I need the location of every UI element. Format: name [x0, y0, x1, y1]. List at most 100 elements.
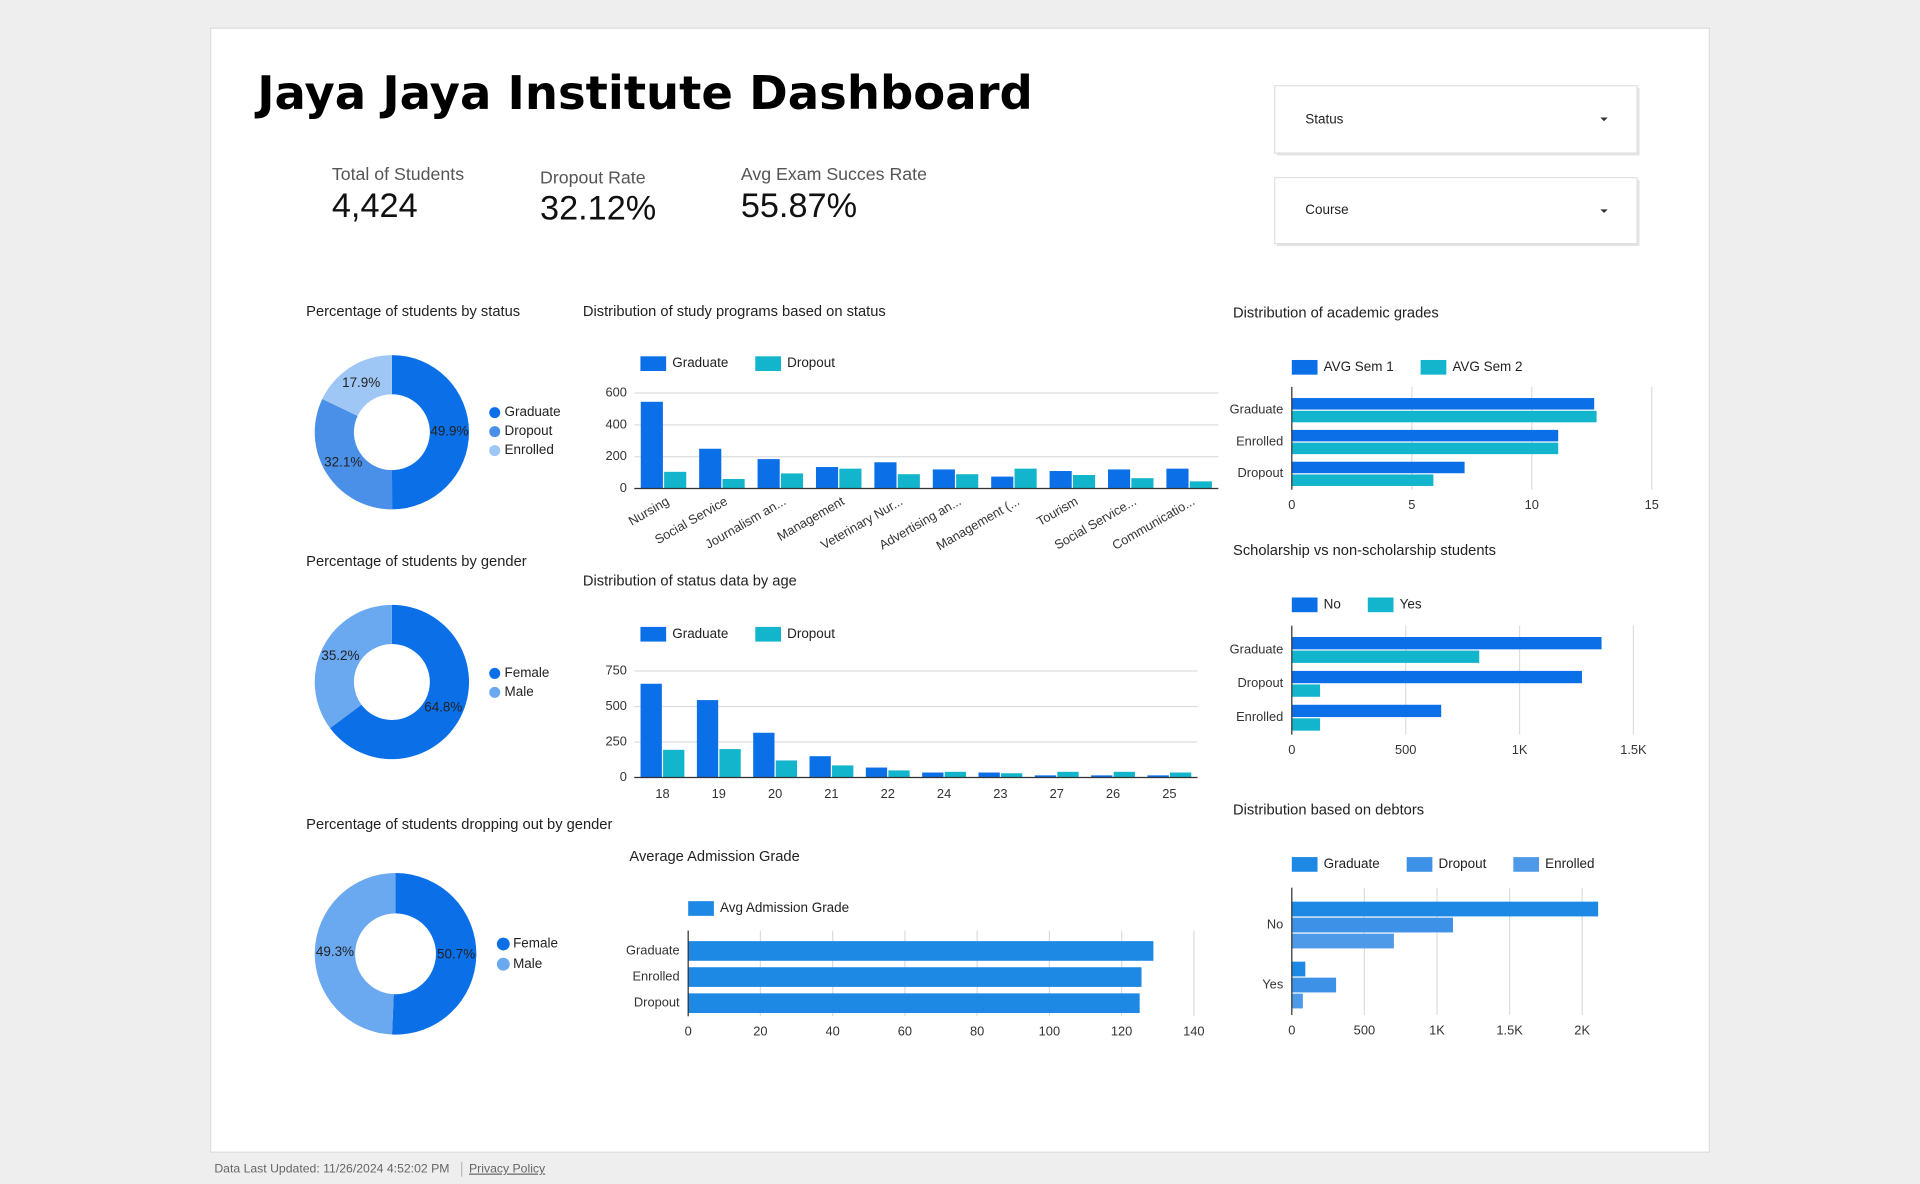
bar	[809, 756, 831, 778]
bar	[688, 993, 1140, 1014]
x-tick-label: 140	[1183, 1024, 1204, 1039]
x-tick-label: 500	[1354, 1022, 1375, 1037]
bar	[688, 967, 1142, 987]
x-tick-label: 24	[937, 786, 951, 801]
slice-label: 35.2%	[321, 648, 359, 663]
legend-label: AVG Sem 1	[1324, 359, 1394, 374]
legend-label: Yes	[1400, 596, 1422, 611]
y-tick-label: Enrolled	[1236, 433, 1283, 448]
donut-slice	[314, 399, 393, 510]
course-filter[interactable]: Course	[1274, 176, 1640, 247]
donut-slice	[391, 873, 477, 1035]
legend-label: AVG Sem 2	[1452, 359, 1522, 374]
x-tick-label: 1K	[1429, 1022, 1445, 1037]
bar	[757, 459, 780, 489]
legend-label: Dropout	[787, 626, 835, 641]
legend-label: Enrolled	[505, 442, 554, 457]
dropdown-arrow[interactable]	[1600, 209, 1608, 214]
bar	[839, 468, 862, 489]
bar	[922, 772, 944, 778]
bar	[1291, 429, 1559, 442]
x-tick-label: 19	[712, 786, 726, 801]
legend-label: No	[1324, 596, 1341, 611]
x-tick-label: 100	[1039, 1024, 1060, 1039]
x-tick-label: 20	[768, 786, 782, 801]
slice-label: 64.8%	[424, 699, 462, 714]
bar	[1291, 718, 1321, 731]
bar	[1291, 670, 1582, 684]
chart-title: Average Admission Grade	[629, 849, 799, 865]
kpi-value: 55.87%	[741, 187, 857, 225]
bar	[832, 765, 854, 778]
chart-title: Distribution of study programs based on …	[583, 304, 886, 320]
chart-title: Scholarship vs non-scholarship students	[1233, 543, 1496, 559]
legend-dot	[489, 426, 501, 438]
bar	[1001, 773, 1023, 778]
legend-swatch	[688, 901, 714, 916]
bar	[663, 749, 685, 778]
status-filter[interactable]: Status	[1274, 85, 1640, 156]
bar	[874, 462, 897, 489]
bar	[1091, 775, 1113, 778]
kpi-label: Total of Students	[332, 164, 464, 184]
bar	[888, 770, 910, 778]
filter-box[interactable]	[1274, 176, 1638, 245]
bar	[640, 401, 663, 489]
slice-label: 17.9%	[342, 375, 380, 390]
chart-title: Percentage of students by status	[306, 304, 520, 320]
legend-label: Avg Admission Grade	[720, 900, 849, 915]
bar	[1113, 771, 1135, 778]
slice-label: 32.1%	[324, 455, 362, 470]
bar	[775, 760, 798, 778]
filter-label[interactable]: Status	[1305, 112, 1343, 127]
x-tick-label: 80	[970, 1024, 984, 1039]
legend-dot	[496, 937, 510, 951]
x-tick-label: 25	[1162, 786, 1176, 801]
bar	[1014, 468, 1037, 489]
legend-dot	[489, 686, 501, 698]
legend-dot	[489, 667, 501, 679]
chart-title: Distribution of academic grades	[1233, 305, 1439, 321]
x-tick-label: 40	[826, 1024, 840, 1039]
x-tick-label: 120	[1111, 1024, 1132, 1039]
slice-label: 50.7%	[437, 947, 475, 962]
x-tick-label: 27	[1050, 786, 1064, 801]
legend-swatch	[640, 356, 667, 371]
bar	[1291, 650, 1480, 663]
bar	[1291, 684, 1321, 697]
legend-swatch	[1420, 359, 1447, 375]
legend-swatch	[1291, 597, 1318, 613]
x-tick-label: 2K	[1574, 1022, 1590, 1037]
bar	[1291, 442, 1559, 455]
y-tick-label: Enrolled	[1236, 709, 1283, 724]
bar	[1291, 933, 1394, 949]
chart-title: Percentage of students by gender	[306, 554, 527, 570]
bar	[1291, 474, 1434, 486]
bar	[664, 471, 687, 489]
donut-slice	[322, 355, 392, 416]
bar	[1291, 977, 1337, 993]
bar	[1131, 478, 1154, 489]
legend-dot	[496, 957, 510, 971]
y-tick-label: 250	[606, 733, 627, 748]
bar	[1057, 771, 1079, 778]
legend-label: Graduate	[672, 355, 728, 370]
dashboard-title: Jaya Jaya Institute Dashboard	[254, 66, 1033, 120]
legend-label: Dropout	[505, 423, 553, 438]
filter-label[interactable]: Course	[1305, 202, 1348, 217]
x-tick-label: 18	[655, 786, 669, 801]
donut-slice	[391, 355, 470, 510]
x-tick-label: 500	[1395, 742, 1416, 757]
bar	[1147, 775, 1169, 778]
bar	[932, 469, 955, 489]
y-tick-label: Graduate	[1230, 402, 1284, 417]
filter-box[interactable]	[1274, 85, 1638, 154]
chart-title: Distribution based on debtors	[1233, 802, 1424, 818]
bar	[1189, 481, 1212, 489]
slice-label: 49.9%	[430, 424, 468, 439]
legend-label: Graduate	[1324, 856, 1380, 871]
y-tick-label: Dropout	[1238, 465, 1284, 480]
dropdown-arrow[interactable]	[1600, 117, 1608, 122]
privacy-link[interactable]: Privacy Policy	[469, 1162, 546, 1176]
